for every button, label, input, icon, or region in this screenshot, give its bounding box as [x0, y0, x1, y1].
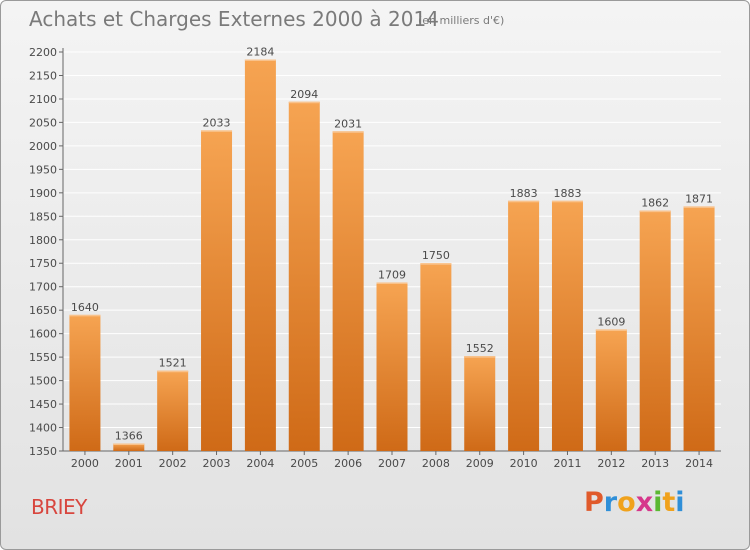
bar-2014 — [683, 206, 715, 451]
bar-2013 — [639, 210, 671, 451]
bar-top-edge — [595, 329, 627, 331]
bar-top-edge — [201, 130, 233, 132]
proxiti-logo[interactable]: Proxiti — [584, 487, 685, 518]
y-tick-label: 1800 — [29, 234, 57, 247]
data-label-2004: 2184 — [246, 46, 274, 59]
x-tick-label-2001: 2001 — [115, 457, 143, 470]
bar-top-edge — [288, 101, 320, 104]
data-label-2001: 1366 — [115, 429, 143, 442]
bar-top-edge — [376, 282, 408, 284]
data-label-2014: 1871 — [685, 192, 713, 205]
x-tick-label-2013: 2013 — [641, 457, 669, 470]
y-tick-label: 1450 — [29, 398, 57, 411]
bar-top-edge — [157, 370, 189, 373]
y-tick-label: 2100 — [29, 93, 57, 106]
data-label-2005: 2094 — [290, 88, 318, 101]
data-labels: 1640 1366 1521 2033 2184 2094 2031 1709 1750 1552… — [71, 46, 713, 443]
data-label-2006: 2031 — [334, 117, 362, 130]
x-tick-label-2003: 2003 — [203, 457, 231, 470]
bar-2006 — [332, 131, 364, 452]
y-tick-label: 1400 — [29, 422, 57, 435]
logo-letter: P — [584, 487, 604, 518]
bar-2005 — [288, 101, 320, 452]
data-label-2007: 1709 — [378, 268, 406, 281]
bar-top-edge — [69, 314, 101, 317]
bar-2007 — [376, 282, 408, 451]
bar-top-edge — [332, 131, 364, 133]
data-label-2003: 2033 — [203, 116, 231, 129]
bar-top-edge — [508, 200, 540, 203]
chart-unit: (en milliers d'€) — [418, 14, 505, 27]
bar-2010 — [508, 200, 540, 451]
x-tick-label-2008: 2008 — [422, 457, 450, 470]
bar-2002 — [157, 370, 189, 451]
bar-2001 — [113, 443, 145, 451]
x-tick-label-2009: 2009 — [466, 457, 494, 470]
data-label-2010: 1883 — [510, 187, 538, 200]
x-tick-label-2014: 2014 — [685, 457, 713, 470]
bar-top-edge — [683, 206, 715, 208]
logo-letter: r — [603, 487, 618, 518]
bar-2012 — [595, 329, 627, 451]
bar-2009 — [464, 356, 496, 451]
y-tick-label: 2200 — [29, 46, 57, 59]
y-tick-label: 1950 — [29, 163, 57, 176]
place-name: BRIEY — [31, 495, 87, 519]
x-tick-label-2010: 2010 — [510, 457, 538, 470]
logo-letter: o — [617, 487, 636, 518]
data-label-2008: 1750 — [422, 249, 450, 262]
data-label-2000: 1640 — [71, 301, 99, 314]
bar-2008 — [420, 263, 452, 451]
x-tick-label-2007: 2007 — [378, 457, 406, 470]
bar-top-edge — [464, 356, 496, 358]
data-label-2009: 1552 — [466, 342, 494, 355]
logo-letter: t — [662, 487, 676, 518]
y-tick-label: 1650 — [29, 304, 57, 317]
logo-letter: i — [675, 487, 685, 518]
y-tick-label: 2050 — [29, 116, 57, 129]
logo-letter: i — [653, 487, 663, 518]
data-label-2012: 1609 — [597, 315, 625, 328]
y-tick-label: 1700 — [29, 281, 57, 294]
chart-title: Achats et Charges Externes 2000 à 2014 — [29, 7, 439, 31]
x-tick-label-2005: 2005 — [290, 457, 318, 470]
x-tick-label-2012: 2012 — [597, 457, 625, 470]
y-tick-label: 1350 — [29, 445, 57, 458]
x-tick-label-2006: 2006 — [334, 457, 362, 470]
y-tick-label: 1750 — [29, 257, 57, 270]
data-label-2002: 1521 — [159, 357, 187, 370]
logo-letter: x — [635, 487, 654, 518]
bar-top-edge — [420, 263, 452, 265]
x-tick-label-2000: 2000 — [71, 457, 99, 470]
bar-top-edge — [639, 210, 671, 213]
x-tick-label-2011: 2011 — [553, 457, 581, 470]
bars — [69, 59, 715, 452]
bar-top-edge — [113, 443, 145, 445]
y-tick-label: 2000 — [29, 140, 57, 153]
bar-2011 — [551, 200, 583, 451]
x-tick-label-2004: 2004 — [246, 457, 274, 470]
y-tick-label: 1500 — [29, 375, 57, 388]
data-label-2011: 1883 — [553, 187, 581, 200]
data-label-2013: 1862 — [641, 197, 669, 210]
y-tick-label: 1900 — [29, 187, 57, 200]
bar-top-edge — [551, 200, 583, 203]
bar-2000 — [69, 314, 101, 451]
x-tick-label-2002: 2002 — [159, 457, 187, 470]
y-tick-label: 1850 — [29, 210, 57, 223]
y-tick-label: 2150 — [29, 69, 57, 82]
bar-2003 — [201, 130, 233, 451]
y-tick-label: 1550 — [29, 351, 57, 364]
bar-2004 — [244, 59, 276, 451]
y-tick-label: 1600 — [29, 328, 57, 341]
bar-top-edge — [244, 59, 276, 62]
